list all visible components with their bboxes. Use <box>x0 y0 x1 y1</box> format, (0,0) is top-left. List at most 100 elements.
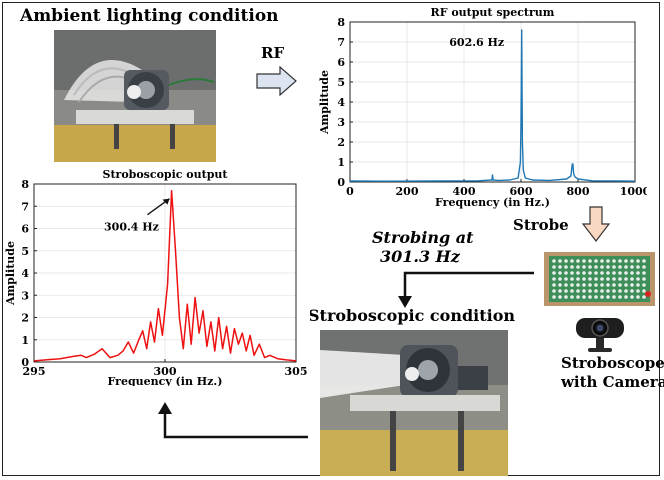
led-dot <box>612 271 616 275</box>
led-dot <box>588 259 592 263</box>
led-dot <box>642 259 646 263</box>
led-dot <box>582 283 586 287</box>
strobe-arrow-icon <box>582 206 610 242</box>
stroboscopic-chart-svg: Stroboscopic output 295 300 305 0 1 2 3 4 5 6 7 8 Fre… <box>4 168 307 388</box>
led-dot <box>642 265 646 269</box>
led-dot <box>582 289 586 293</box>
led-dot <box>624 289 628 293</box>
led-dot <box>594 271 598 275</box>
x-tick-label: 1000 <box>620 185 647 198</box>
led-dot <box>618 271 622 275</box>
led-dot <box>618 295 622 299</box>
strobe-label: Strobe <box>513 216 569 234</box>
led-dot <box>594 277 598 281</box>
y-tick-label: 8 <box>337 16 345 29</box>
led-dot <box>606 277 610 281</box>
led-dot <box>594 295 598 299</box>
led-dot <box>588 289 592 293</box>
y-tick-label: 0 <box>21 356 29 369</box>
led-dot <box>642 295 646 299</box>
strobing-label-line1: Strobing at <box>372 228 474 247</box>
y-tick-label: 0 <box>337 176 345 189</box>
led-dot <box>636 265 640 269</box>
led-dot <box>588 277 592 281</box>
led-dot <box>618 259 622 263</box>
y-tick-label: 7 <box>21 200 29 213</box>
y-tick-label: 6 <box>21 223 29 236</box>
led-dot <box>582 265 586 269</box>
led-dot <box>582 271 586 275</box>
led-dot <box>600 289 604 293</box>
stroboscopic-condition-title: Stroboscopic condition <box>308 306 515 325</box>
rf-spectrum-chart: RF output spectrum 0 200 400 600 800 1000 0 1 2 3 4… <box>312 5 651 210</box>
led-dot <box>552 277 556 281</box>
led-dot <box>588 265 592 269</box>
led-dot <box>564 271 568 275</box>
condition-to-output-arrow <box>163 412 308 439</box>
led-dot <box>552 271 556 275</box>
led-dot <box>576 259 580 263</box>
led-dot <box>558 265 562 269</box>
led-dot <box>612 259 616 263</box>
led-dot <box>552 289 556 293</box>
led-dot <box>618 283 622 287</box>
led-dot <box>600 265 604 269</box>
led-dot <box>588 283 592 287</box>
led-dot <box>558 259 562 263</box>
led-dot <box>612 289 616 293</box>
chart-title: Stroboscopic output <box>103 168 229 181</box>
led-dot <box>636 283 640 287</box>
led-dot <box>606 283 610 287</box>
led-dot <box>618 289 622 293</box>
x-tick-label: 600 <box>510 185 533 198</box>
led-dot <box>552 295 556 299</box>
peak-annotation: 300.4 Hz <box>104 221 159 234</box>
y-tick-label: 1 <box>337 156 345 169</box>
led-dot <box>552 283 556 287</box>
led-dot <box>588 295 592 299</box>
led-dot <box>606 295 610 299</box>
led-dot <box>606 265 610 269</box>
led-dot <box>570 259 574 263</box>
y-tick-label: 2 <box>337 136 345 149</box>
ambient-photo <box>54 30 216 162</box>
led-dot <box>600 259 604 263</box>
strobing-label-line2: 301.3 Hz <box>380 247 460 266</box>
rf-arrow-icon <box>256 66 297 96</box>
x-axis-label: Frequency (in Hz.) <box>435 196 550 209</box>
strobe-to-condition-arrow <box>403 271 534 298</box>
led-dot <box>558 277 562 281</box>
led-dot <box>564 283 568 287</box>
peak-annotation: 602.6 Hz <box>449 36 504 49</box>
led-dot <box>606 259 610 263</box>
led-dot <box>630 295 634 299</box>
x-tick-label: 200 <box>396 185 419 198</box>
led-dot <box>570 289 574 293</box>
led-dot <box>564 295 568 299</box>
rf-chart-svg: RF output spectrum 0 200 400 600 800 1000 0 1 2 3 4… <box>318 6 651 209</box>
ambient-title: Ambient lighting condition <box>20 6 279 26</box>
led-dot <box>600 283 604 287</box>
x-tick-label: 295 <box>23 365 46 378</box>
y-tick-label: 8 <box>21 178 29 191</box>
y-tick-label: 3 <box>337 116 345 129</box>
led-dot <box>618 277 622 281</box>
led-dot <box>642 277 646 281</box>
led-dot <box>606 289 610 293</box>
y-tick-label: 7 <box>337 36 345 49</box>
stroboscopic-photo <box>320 330 508 476</box>
stroboscopic-output-chart: Stroboscopic output 295 300 305 0 1 2 3 4 5 6 7 8 Fre… <box>4 164 310 388</box>
led-dot <box>558 295 562 299</box>
y-tick-label: 6 <box>337 56 345 69</box>
led-dot <box>594 259 598 263</box>
led-dot <box>594 283 598 287</box>
led-dot <box>594 265 598 269</box>
chart-title: RF output spectrum <box>431 6 555 19</box>
led-dot <box>576 277 580 281</box>
condition-to-output-arrowhead-icon <box>158 402 172 414</box>
led-dot <box>570 277 574 281</box>
led-dot <box>642 271 646 275</box>
y-tick-label: 2 <box>21 312 29 325</box>
led-dot <box>600 271 604 275</box>
x-tick-label: 400 <box>453 185 476 198</box>
